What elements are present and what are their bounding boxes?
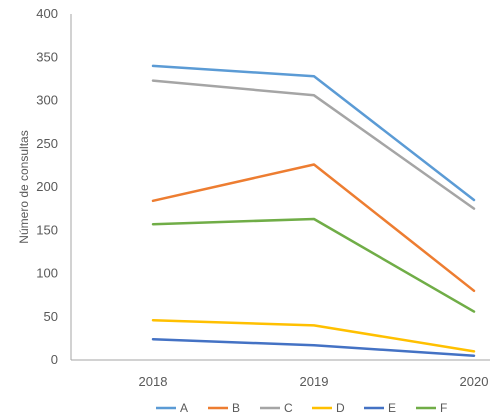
legend-label-c: C [284,401,293,415]
y-tick-label: 50 [44,309,58,324]
y-tick-label: 0 [51,352,58,367]
y-tick-label: 200 [36,179,58,194]
series-line-e [151,337,476,357]
legend-label-a: A [180,401,188,415]
y-tick-label: 400 [36,6,58,21]
legend: A B C D E F [156,401,447,415]
series-line-d [151,318,476,353]
y-tick-label: 150 [36,222,58,237]
y-axis-label: Número de consultas [17,130,31,243]
series-line-f [151,217,476,313]
legend-label-b: B [232,401,240,415]
series-line-a [151,64,476,202]
x-tick-label: 2020 [460,374,489,389]
series-lines [151,64,476,357]
legend-label-e: E [388,401,396,415]
x-axis: 2018 2019 2020 [71,359,490,389]
series-line-c [151,79,476,210]
y-axis: 0 50 100 150 200 250 300 350 400 [36,6,72,367]
y-tick-label: 300 [36,93,58,108]
y-tick-label: 350 [36,49,58,64]
y-tick-label: 250 [36,136,58,151]
x-tick-label: 2018 [139,374,168,389]
legend-label-f: F [440,401,447,415]
legend-label-d: D [336,401,345,415]
x-tick-label: 2019 [300,374,329,389]
y-tick-label: 100 [36,266,58,281]
series-line-b [151,163,476,293]
